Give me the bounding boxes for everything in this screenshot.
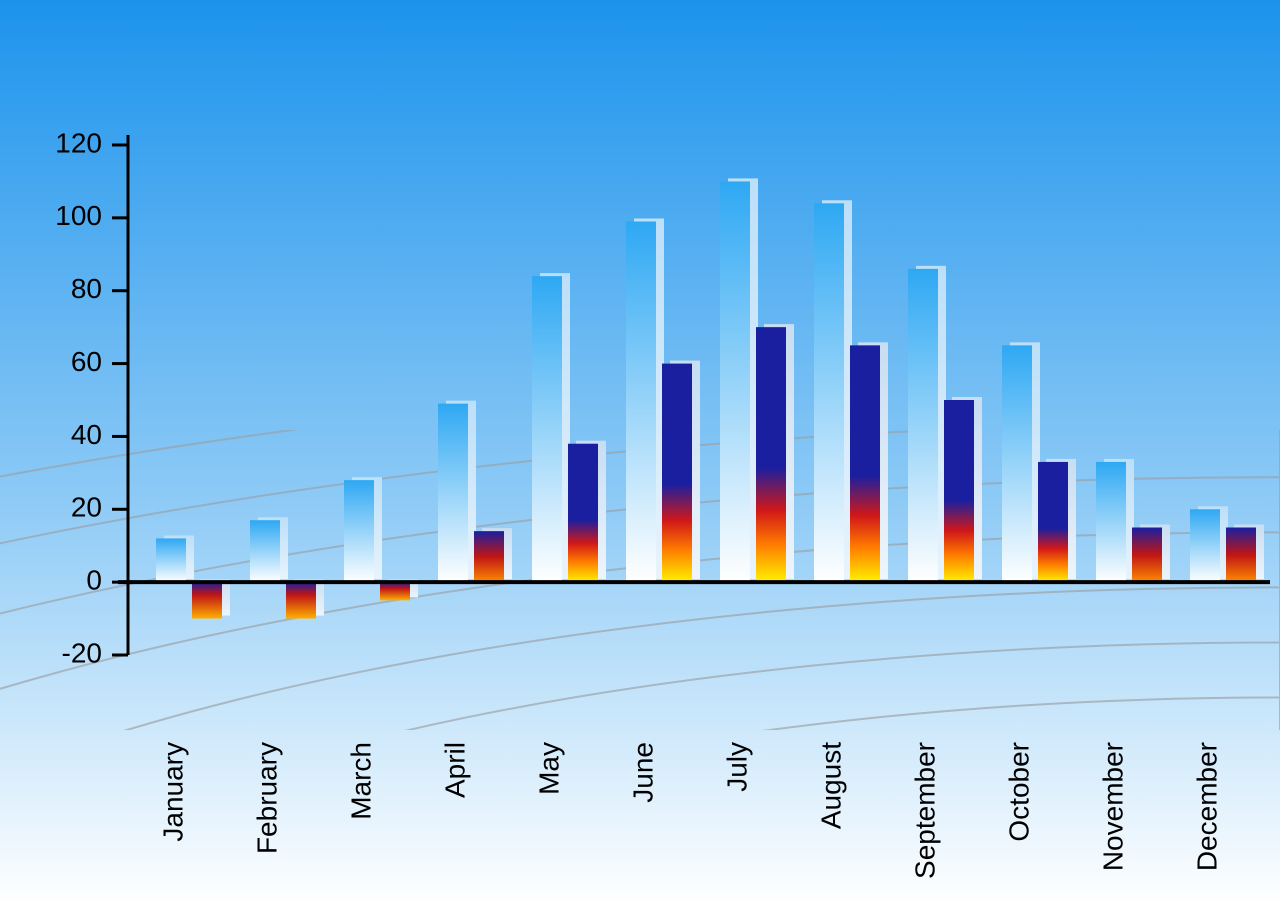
bar-a [250,520,280,582]
y-tick-label: -20 [62,637,102,668]
x-tick-label: April [439,742,470,798]
chart-svg: -20 0 20 40 60 80 100 120 January February March Ap… [0,0,1280,905]
x-tick-label: December [1191,742,1222,871]
bar-b [380,582,410,600]
bar-a [1190,509,1220,582]
y-tick-label: 0 [86,565,102,596]
bar-a [438,404,468,582]
bar-b [1132,528,1162,583]
bar-b [944,400,974,582]
bar-a [720,181,750,582]
chart-container: -20 0 20 40 60 80 100 120 January February March Ap… [0,0,1280,905]
x-tick-label: August [815,742,846,829]
bar-b [1038,462,1068,582]
bar-a [156,538,186,582]
bar-a [532,276,562,582]
x-tick-label: October [1003,742,1034,842]
bar-b [568,444,598,582]
bar-b [756,327,786,582]
y-tick-label: 40 [71,419,102,450]
y-tick-label: 60 [71,346,102,377]
x-tick-label: May [533,742,564,795]
bar-b [1226,528,1256,583]
bar-b [850,345,880,582]
bar-a [344,480,374,582]
bar-a [1002,345,1032,582]
y-tick-label: 100 [55,200,102,231]
y-tick-label: 80 [71,273,102,304]
x-tick-label: June [627,742,658,803]
bar-b [192,582,222,618]
x-tick-label: July [721,742,752,792]
x-tick-label: November [1097,742,1128,871]
y-tick-label: 120 [55,127,102,158]
x-tick-label: March [345,742,376,820]
bar-a [626,222,656,583]
bar-b [474,531,504,582]
bar-b [662,364,692,583]
x-tick-label: September [909,742,940,879]
bar-a [814,203,844,582]
x-tick-label: February [251,742,282,854]
x-tick-label: January [157,742,188,842]
bar-a [1096,462,1126,582]
bar-a [908,269,938,582]
y-tick-label: 20 [71,492,102,523]
bar-b [286,582,316,618]
